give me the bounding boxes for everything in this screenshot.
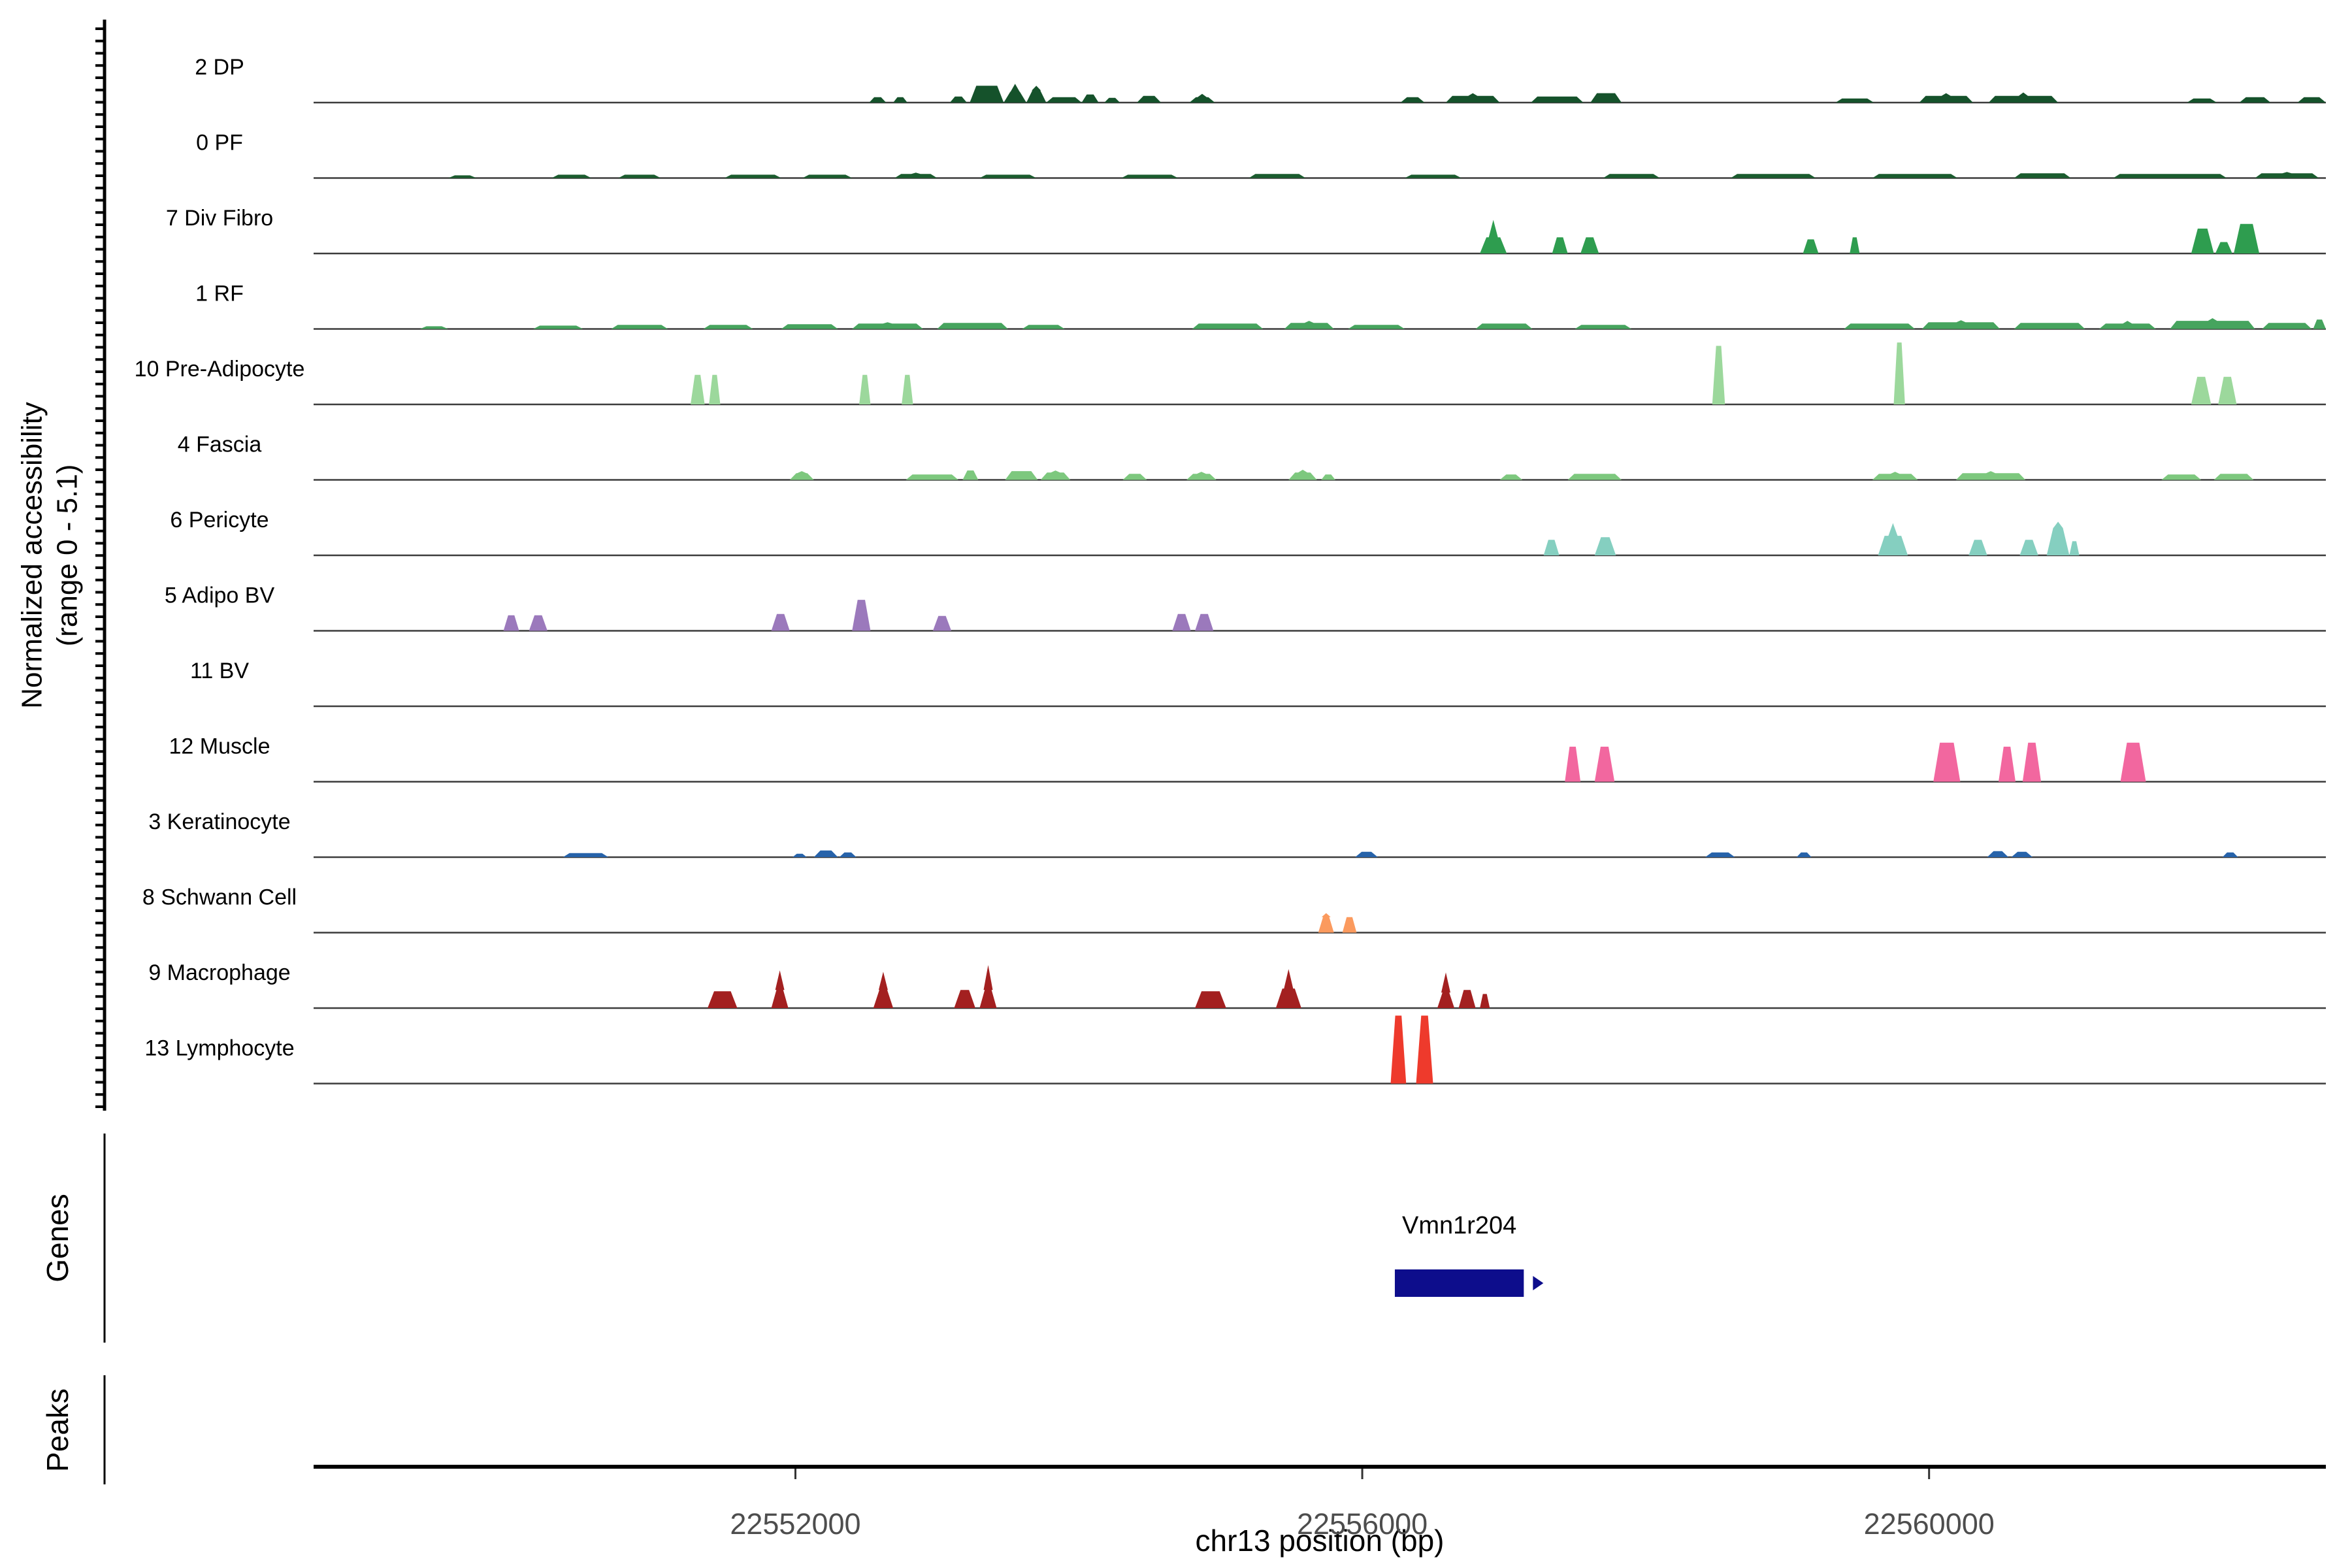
gene-body xyxy=(1394,1269,1524,1297)
track-label: 12 Muscle xyxy=(169,734,270,759)
peaks-section-label: Peaks xyxy=(41,1388,74,1472)
track-label: 13 Lymphocyte xyxy=(144,1036,294,1060)
y-axis-title-line2: (range 0 - 5.1) xyxy=(52,465,84,647)
track-signal xyxy=(1318,913,1357,933)
track-signal xyxy=(789,470,2254,480)
x-axis-title: chr13 position (bp) xyxy=(1196,1524,1445,1558)
track-signal xyxy=(1390,1015,1433,1084)
track-label: 9 Macrophage xyxy=(148,960,290,985)
track-signal xyxy=(1565,742,2146,782)
track-signal xyxy=(503,600,1214,631)
track-label: 5 Adipo BV xyxy=(165,583,275,608)
track-signal xyxy=(419,318,2327,329)
track-signal xyxy=(448,172,2319,178)
track-signal xyxy=(869,84,2326,103)
generated-plot-content: 2 DP 0 PF 7 Div Fibro 1 RF 10 Pre-Adipocyte 4… xyxy=(95,20,2327,1541)
track-signal xyxy=(708,965,1490,1008)
gene-label: Vmn1r204 xyxy=(1402,1212,1516,1239)
x-axis-tick-label: 22556000 xyxy=(1297,1507,1428,1541)
track-label: 7 Div Fibro xyxy=(166,206,273,231)
track-label: 2 DP xyxy=(195,55,244,80)
track-label: 3 Keratinocyte xyxy=(148,809,290,834)
gene-strand-arrow-icon xyxy=(1533,1276,1544,1290)
genes-section-label: Genes xyxy=(41,1194,74,1282)
track-label: 11 BV xyxy=(190,659,249,683)
track-label: 8 Schwann Cell xyxy=(142,885,297,909)
track-label: 4 Fascia xyxy=(178,432,262,457)
track-label: 6 Pericyte xyxy=(170,508,269,532)
track-label: 1 RF xyxy=(195,281,244,306)
y-axis-title-line1: Normalized accessibility xyxy=(16,402,48,708)
x-axis-tick-label: 22560000 xyxy=(1864,1507,1995,1541)
x-axis-tick-label: 22552000 xyxy=(730,1507,860,1541)
track-signal xyxy=(1480,220,2260,253)
track-signal xyxy=(1543,521,2080,555)
track-label: 0 PF xyxy=(196,130,243,155)
track-label: 10 Pre-Adipocyte xyxy=(135,357,305,382)
